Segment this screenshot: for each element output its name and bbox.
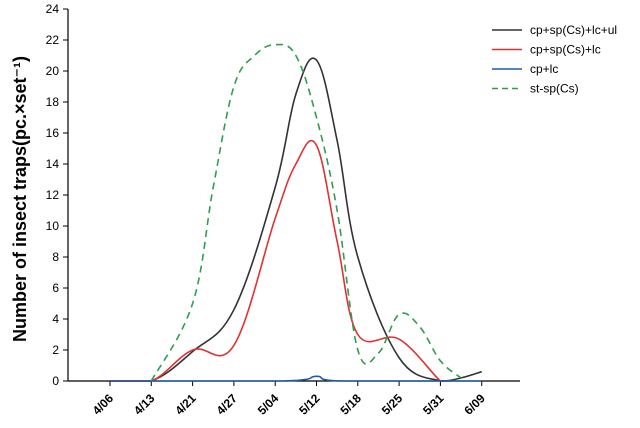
y-tick-label: 12	[46, 188, 60, 202]
y-tick-label: 24	[46, 2, 60, 16]
y-tick-label: 6	[52, 281, 59, 295]
series-line-st-sp-cs	[150, 43, 462, 382]
x-tick-label: 5/31	[420, 391, 447, 418]
series-line-cp-sp-cs-lc	[110, 139, 449, 382]
legend: cp+sp(Cs)+lc+ul cp+sp(Cs)+lc cp+lc st-sp(Cs…	[492, 23, 617, 96]
x-tick-label: 5/18	[338, 391, 365, 418]
series-layer	[110, 43, 482, 382]
x-tick-label: 4/27	[214, 391, 241, 418]
series-line-cp-lc	[110, 375, 482, 382]
y-axis-title: Number of insect traps(pc.×set⁻¹)	[10, 56, 30, 342]
y-tick-label: 0	[52, 374, 59, 388]
x-tick-label: 6/09	[461, 391, 488, 418]
y-tick-label: 22	[46, 33, 60, 47]
y-tick-label: 10	[46, 219, 60, 233]
legend-label: cp+sp(Cs)+lc	[530, 43, 601, 57]
y-tick-label: 2	[52, 343, 59, 357]
y-tick-label: 8	[52, 250, 59, 264]
x-tick-label: 4/13	[131, 391, 158, 418]
y-tick-label: 18	[46, 95, 60, 109]
x-tick-label: 5/12	[296, 391, 323, 418]
y-tick-label: 16	[46, 126, 60, 140]
y-tick-label: 20	[46, 64, 60, 78]
y-tick-label: 4	[52, 312, 59, 326]
y-tick-label: 14	[46, 157, 60, 171]
legend-label: cp+lc	[530, 62, 558, 76]
x-tick-label: 5/25	[379, 391, 406, 418]
x-tick-label: 5/04	[255, 391, 282, 418]
legend-label: cp+sp(Cs)+lc+ul	[530, 23, 617, 37]
x-tick-label: 4/06	[90, 391, 117, 418]
legend-label: st-sp(Cs)	[530, 82, 579, 96]
x-tick-label: 4/21	[172, 391, 199, 418]
series-line-cp-sp-cs-lc-ul	[110, 57, 482, 382]
